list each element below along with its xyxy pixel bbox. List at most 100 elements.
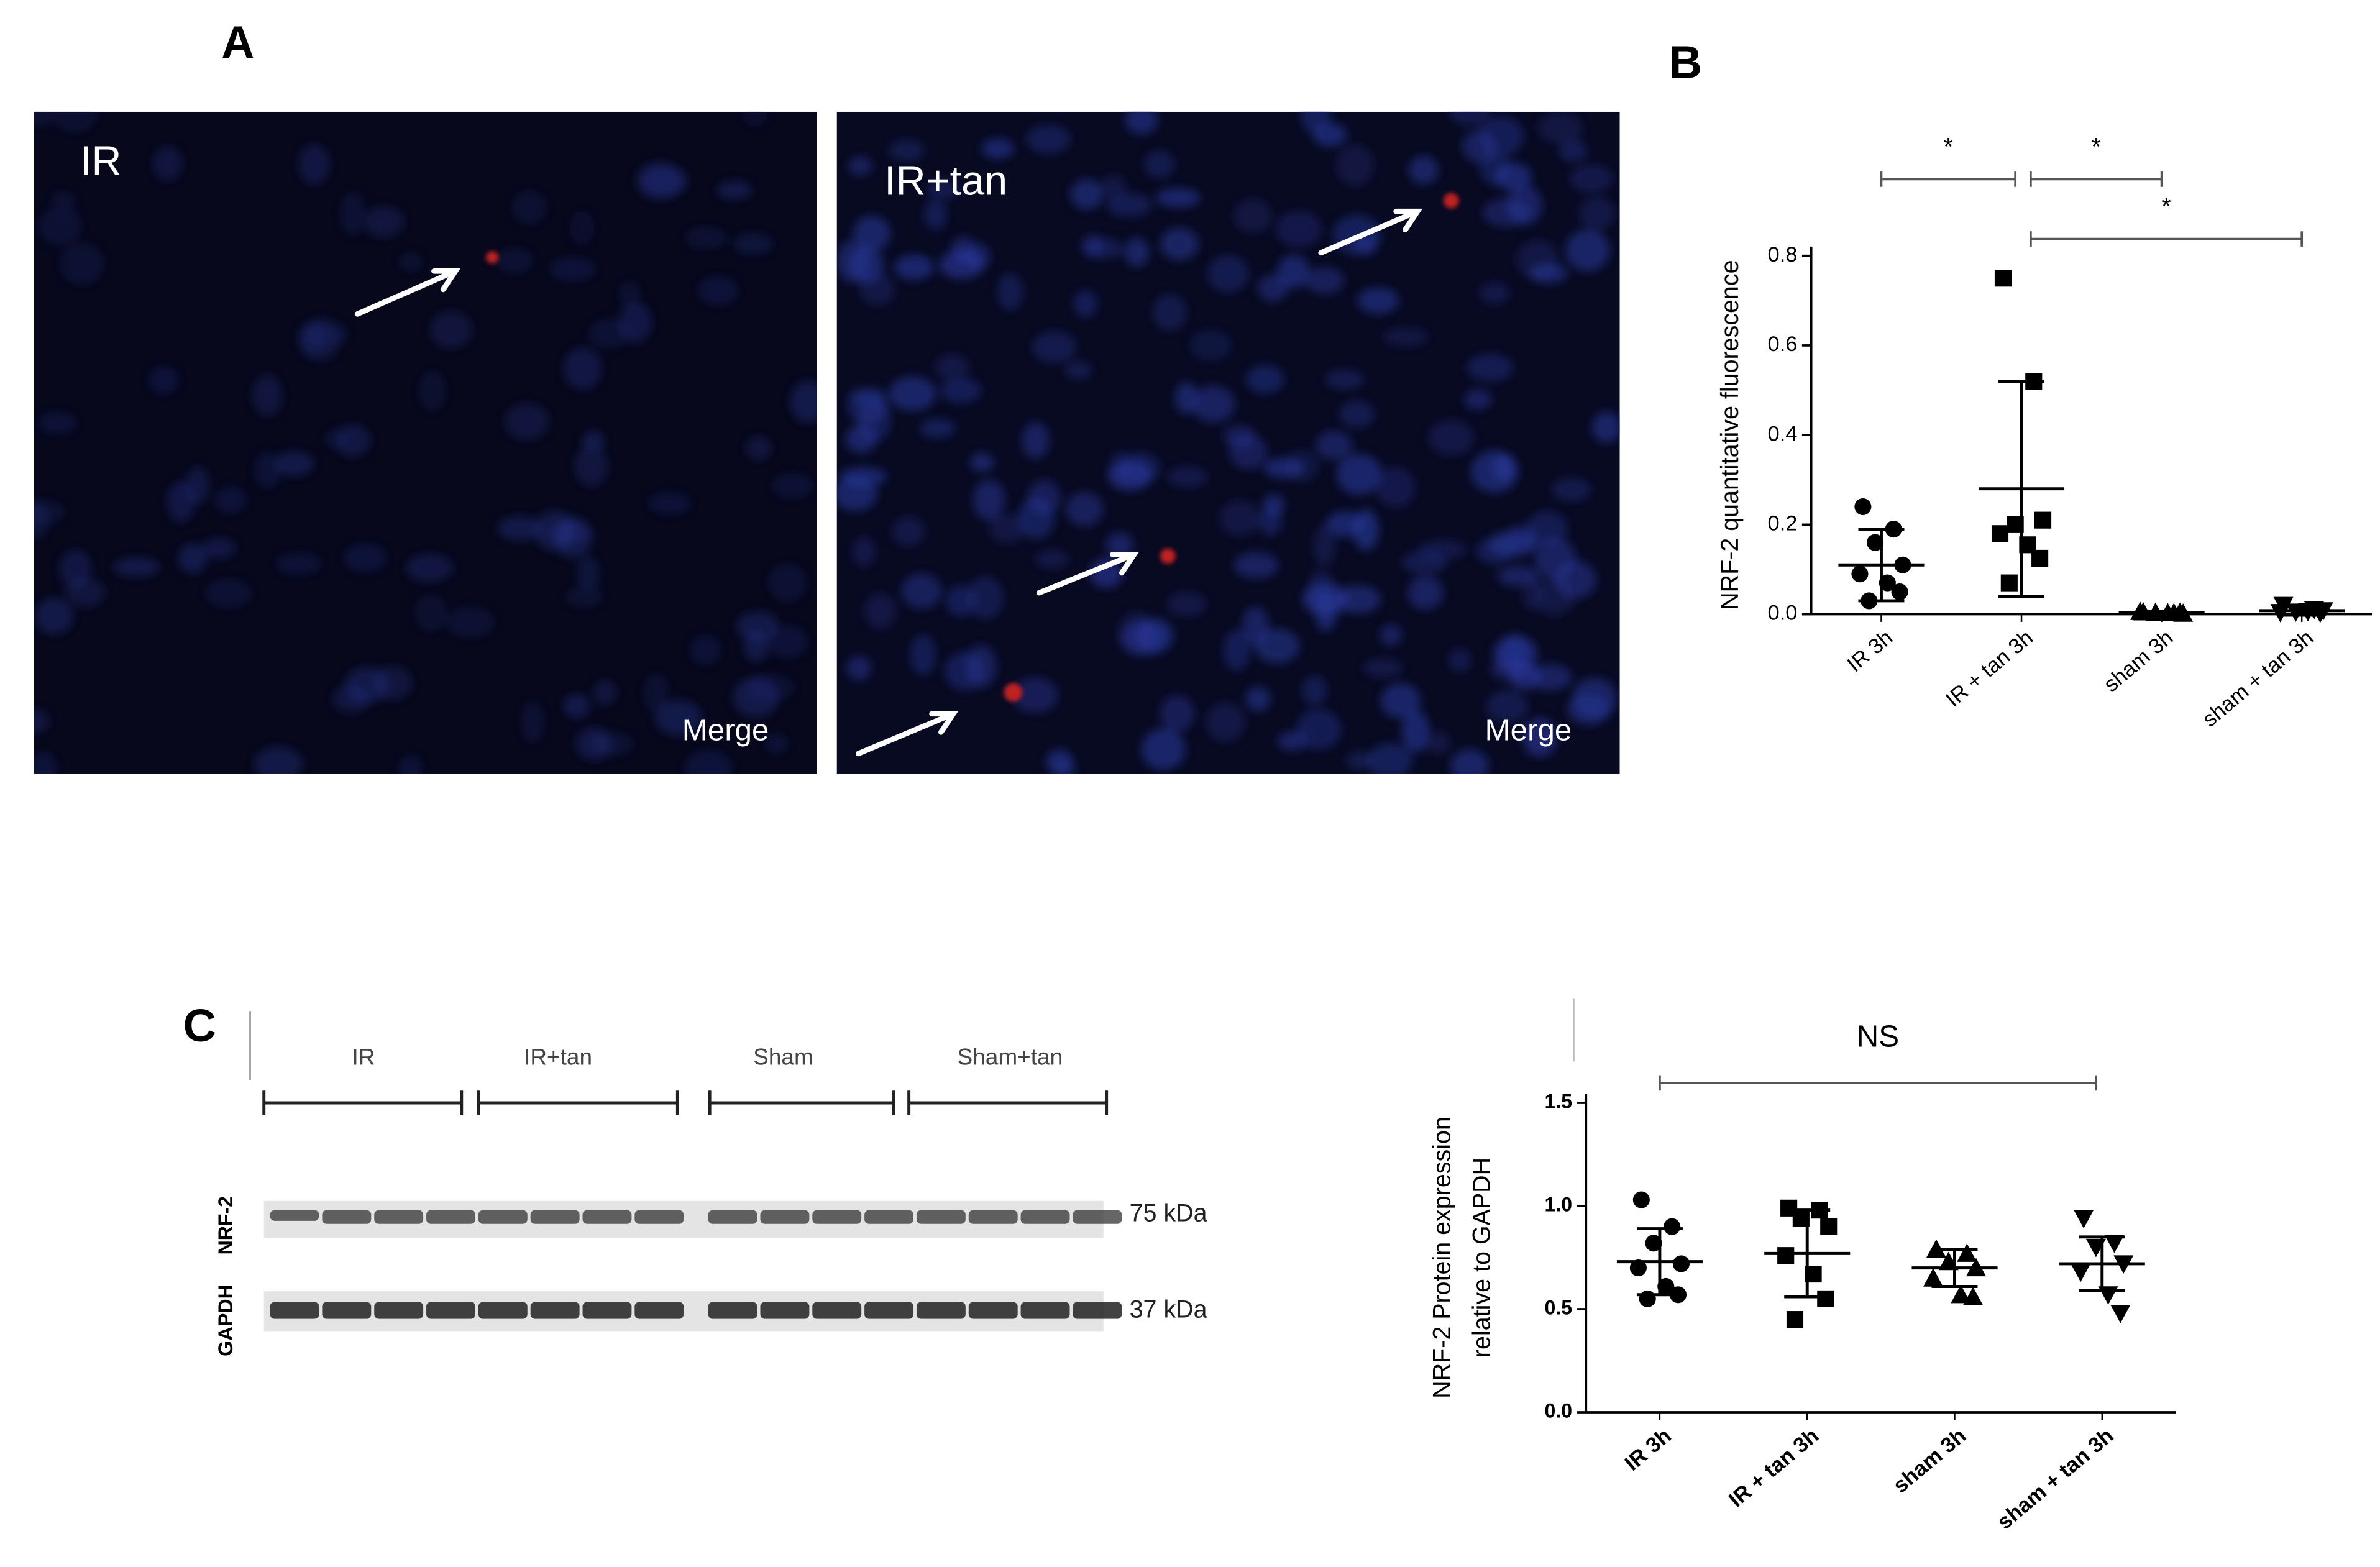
nucleus (1522, 718, 1557, 757)
point (1820, 1218, 1838, 1235)
band (582, 1210, 632, 1224)
nucleus (1124, 237, 1149, 267)
nucleus (1012, 677, 1058, 713)
band (270, 1210, 319, 1221)
nucleus (153, 146, 183, 181)
lane-label: Sham (753, 1044, 813, 1069)
nucleus (1189, 330, 1232, 361)
nucleus (927, 179, 959, 199)
nucleus (1166, 592, 1207, 617)
nucleus (935, 354, 969, 380)
band (478, 1302, 528, 1319)
significance-bracket (2029, 231, 2304, 247)
nucleus (1449, 111, 1491, 126)
nucleus (39, 208, 81, 245)
nucleus (577, 556, 600, 592)
band (760, 1302, 810, 1319)
nucleus (1229, 435, 1268, 470)
nucleus (1490, 659, 1529, 680)
nucleus (1591, 411, 1620, 443)
nucleus (34, 111, 54, 127)
nucleus (505, 403, 549, 440)
point (1632, 1191, 1650, 1208)
nucleus (574, 446, 608, 487)
nucleus (1448, 648, 1471, 673)
nucleus (275, 451, 314, 476)
nucleus (298, 322, 325, 357)
nucleus (34, 500, 66, 524)
nucleus (864, 593, 896, 629)
nucleus (1326, 511, 1364, 537)
significance-label: * (2092, 134, 2101, 161)
nucleus (1336, 144, 1374, 186)
nucleus (716, 181, 752, 199)
band (634, 1302, 684, 1319)
blot-row-label: NRF-2 (214, 1196, 237, 1254)
nucleus (1501, 634, 1528, 667)
nucleus (1258, 274, 1288, 302)
nucleus (149, 366, 179, 394)
nucleus (690, 635, 721, 665)
nucleus (901, 573, 942, 609)
nucleus (563, 694, 590, 718)
nucleus (889, 140, 925, 162)
nucleus (840, 467, 887, 487)
nucleus (1026, 125, 1071, 154)
nucleus (1121, 620, 1165, 656)
band (1020, 1302, 1070, 1319)
x-tick-label: IR 3h (1843, 626, 1898, 677)
nucleus (1346, 751, 1374, 770)
point (1645, 1235, 1662, 1252)
nucleus (1073, 290, 1097, 318)
nucleus (364, 206, 404, 237)
y-tick-label: 0.6 (1768, 332, 1798, 356)
nucleus (1383, 327, 1429, 347)
panel-label: B (1669, 37, 1702, 88)
nucleus (534, 510, 576, 551)
significance-bracket (1880, 171, 2017, 187)
nucleus (1262, 494, 1284, 516)
nucleus (575, 727, 612, 761)
point (2000, 574, 2018, 592)
y-tick-label: 1.5 (1545, 1090, 1573, 1112)
nucleus (746, 436, 771, 460)
nucleus (1380, 683, 1421, 718)
nucleus (966, 644, 997, 688)
nucleus (973, 479, 1005, 521)
mw-label: 75 kDa (1130, 1199, 1207, 1227)
nucleus (1325, 369, 1364, 390)
nucleus (1470, 450, 1519, 493)
panel-label: C (183, 1000, 216, 1051)
band (1020, 1210, 1070, 1224)
band (374, 1210, 424, 1224)
y-tick-label: 0.8 (1768, 243, 1798, 267)
band (1073, 1210, 1122, 1224)
band (270, 1302, 319, 1319)
nucleus (648, 492, 691, 514)
nucleus (398, 755, 423, 774)
point (1664, 1218, 1681, 1235)
nucleus (1155, 188, 1201, 208)
nucleus (1567, 694, 1610, 725)
nucleus (324, 429, 350, 449)
y-axis-label: relative to GAPDH (1468, 1158, 1496, 1358)
nucleus (34, 709, 49, 733)
x-tick-label: sham + tan 3h (2198, 626, 2318, 731)
nucleus (1363, 659, 1403, 678)
band (864, 1302, 914, 1319)
nucleus (178, 543, 207, 573)
nucleus (619, 302, 652, 343)
x-tick-label: sham 3h (2100, 626, 2178, 697)
image-caption: Merge (1485, 713, 1572, 747)
band (530, 1302, 580, 1319)
nucleus (1355, 235, 1378, 255)
nucleus (765, 733, 789, 754)
significance-bracket (2029, 171, 2163, 187)
nucleus (1070, 178, 1103, 210)
nucleus (1554, 560, 1596, 599)
image-caption: Merge (682, 713, 769, 747)
bracket (477, 1090, 679, 1115)
nucleus (1223, 629, 1250, 671)
nucleus (1570, 164, 1614, 193)
nuclei (836, 111, 1620, 774)
